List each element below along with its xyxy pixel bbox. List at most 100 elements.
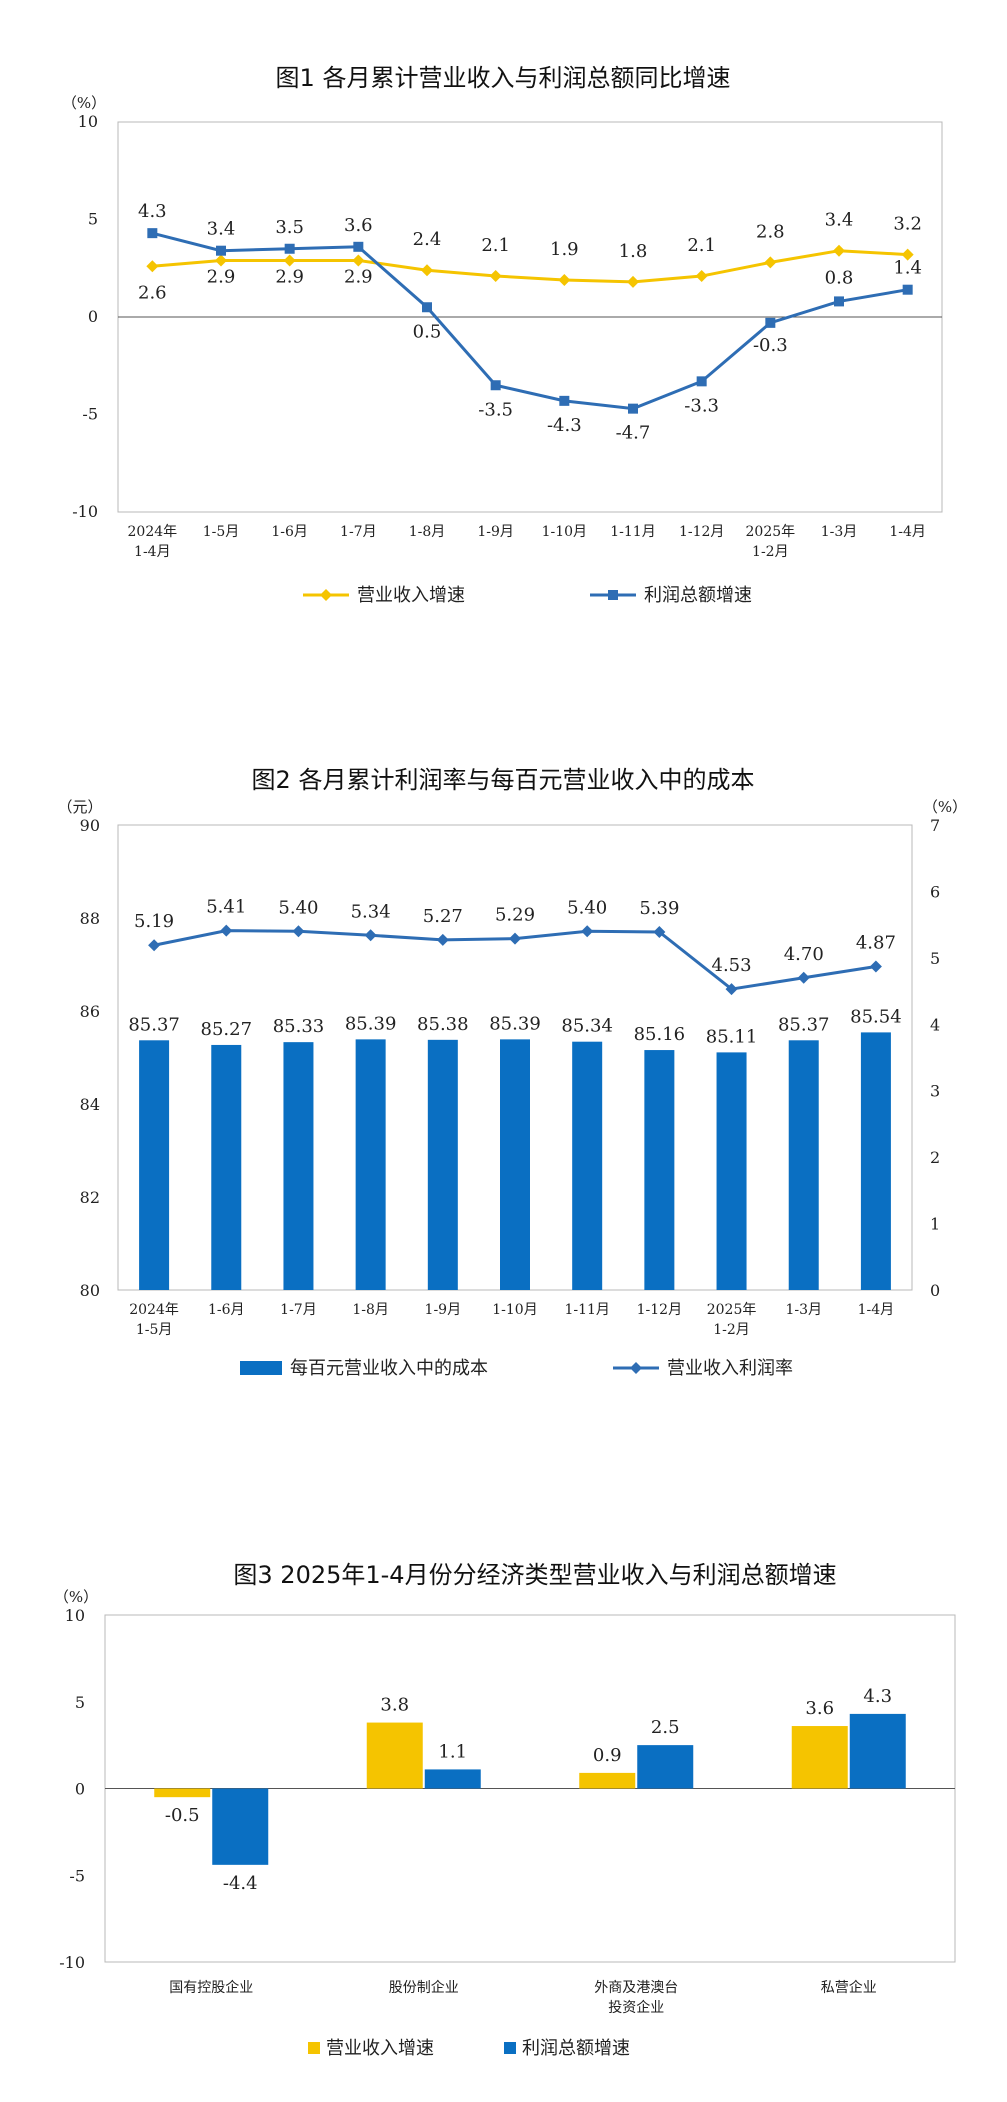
x-tick-label: 2024年 — [128, 524, 178, 540]
bar-data-label: 85.16 — [634, 1024, 686, 1045]
y-tick-label-right: 6 — [930, 882, 940, 901]
bar-data-label: -0.5 — [165, 1805, 200, 1826]
data-point — [146, 260, 159, 273]
bar-data-label: 3.6 — [805, 1698, 834, 1719]
data-point — [725, 983, 738, 996]
bar — [154, 1788, 211, 1798]
data-label: 3.6 — [344, 215, 373, 236]
data-point — [764, 256, 777, 269]
chart-title: 图2 各月累计利润率与每百元营业收入中的成本 — [252, 766, 755, 794]
bar-data-label: 4.3 — [863, 1686, 892, 1707]
y-tick-label-left: 90 — [80, 816, 100, 835]
y-tick-label: 10 — [65, 1606, 85, 1625]
data-point — [353, 241, 364, 252]
data-label: 3.4 — [207, 219, 236, 240]
data-label: 2.1 — [481, 235, 510, 256]
x-tick-label: 1-11月 — [564, 1302, 609, 1318]
data-point — [292, 925, 305, 938]
x-tick-label: 1-7月 — [340, 524, 377, 540]
bar-data-label: 85.54 — [850, 1006, 902, 1027]
x-tick-label: 1-8月 — [352, 1302, 389, 1318]
data-label: 2.6 — [138, 282, 167, 303]
legend-label: 利润总额增速 — [644, 585, 752, 606]
chart-1: 图1 各月累计营业收入与利润总额同比增速 （%） -10 -5 0 5 10 2024年 1-4… — [62, 64, 943, 606]
y-tick-label: -10 — [72, 502, 98, 521]
data-point — [581, 925, 594, 938]
line-data-label: 5.39 — [639, 898, 679, 919]
data-point — [352, 254, 365, 267]
y-tick-label: 0 — [75, 1780, 85, 1799]
data-label: 4.3 — [138, 201, 167, 222]
legend-label: 每百元营业收入中的成本 — [290, 1358, 488, 1379]
legend-marker — [608, 590, 618, 600]
x-tick-label: 1-2月 — [713, 1322, 750, 1338]
bar — [139, 1040, 170, 1290]
line-data-label: 5.41 — [206, 897, 246, 918]
bar — [716, 1052, 747, 1290]
data-point — [558, 273, 571, 286]
x-tick-label: 1-4月 — [889, 524, 926, 540]
data-point — [869, 960, 882, 973]
data-label: 2.1 — [687, 235, 716, 256]
data-label: -4.3 — [547, 415, 582, 436]
data-point — [902, 284, 913, 295]
data-label: 3.5 — [275, 217, 304, 238]
y-tick-label: -5 — [82, 405, 98, 424]
y-tick-label-left: 80 — [80, 1281, 100, 1300]
bar — [500, 1039, 530, 1290]
bar — [637, 1745, 694, 1789]
data-point — [765, 317, 776, 328]
data-point — [422, 302, 432, 313]
data-label: 3.4 — [825, 210, 854, 231]
bar — [427, 1039, 458, 1290]
x-tick-label: 2025年 — [746, 524, 796, 540]
data-point — [283, 254, 296, 267]
data-point — [490, 380, 501, 391]
bar — [366, 1722, 423, 1789]
line-data-label: 5.29 — [495, 905, 535, 926]
data-label: 0.5 — [413, 321, 442, 342]
bar-data-label: 2.5 — [651, 1717, 680, 1738]
y-tick-label: -10 — [59, 1953, 85, 1972]
legend-swatch — [308, 2042, 320, 2054]
x-tick-label: 1-4月 — [134, 544, 171, 560]
y-tick-label-right: 0 — [930, 1281, 940, 1300]
chart-3: 图3 2025年1-4月份分经济类型营业收入与利润总额增速 （%） -10 -5 0 5 1… — [54, 1561, 956, 2059]
bar — [283, 1042, 314, 1290]
x-tick-label: 1-9月 — [425, 1302, 462, 1318]
line-data-label: 5.34 — [351, 901, 391, 922]
x-tick-label: 1-6月 — [208, 1302, 245, 1318]
x-tick-label: 私营企业 — [821, 1979, 877, 1996]
bar-data-label: 85.37 — [128, 1014, 180, 1035]
x-tick-label: 1-4月 — [858, 1302, 895, 1318]
chart-title: 图1 各月累计营业收入与利润总额同比增速 — [276, 64, 731, 92]
data-point — [653, 925, 666, 938]
data-point — [147, 228, 158, 239]
x-tick-label: 1-10月 — [542, 524, 587, 540]
y-axis-unit: （%） — [62, 94, 106, 112]
bar — [579, 1772, 636, 1789]
y-tick-label-right: 3 — [930, 1082, 940, 1101]
data-label: -0.3 — [753, 335, 788, 356]
x-tick-label: 1-12月 — [679, 524, 724, 540]
bar — [788, 1040, 819, 1290]
bar — [424, 1769, 481, 1789]
x-tick-label: 2024年 — [129, 1302, 179, 1318]
legend-label: 营业收入利润率 — [667, 1358, 793, 1379]
bar-data-label: 85.11 — [706, 1026, 758, 1047]
y-tick-label-right: 4 — [930, 1015, 940, 1034]
chart-2: 图2 各月累计利润率与每百元营业收入中的成本 （元） （%） 80 82 84 86 88 90… — [57, 766, 967, 1379]
data-point — [559, 395, 570, 406]
bar-data-label: 85.33 — [273, 1016, 325, 1037]
data-point — [627, 275, 639, 288]
line-data-label: 4.53 — [712, 955, 752, 976]
x-tick-label: 1-5月 — [203, 524, 240, 540]
legend-swatch — [240, 1361, 282, 1375]
legend-label: 营业收入增速 — [357, 585, 465, 606]
bar — [355, 1039, 386, 1290]
series-line-1 — [152, 249, 908, 284]
line-data-label: 5.19 — [134, 911, 174, 932]
data-label: 1.4 — [893, 258, 922, 279]
chart-title: 图3 2025年1-4月份分经济类型营业收入与利润总额增速 — [233, 1561, 836, 1589]
data-point — [834, 296, 844, 307]
